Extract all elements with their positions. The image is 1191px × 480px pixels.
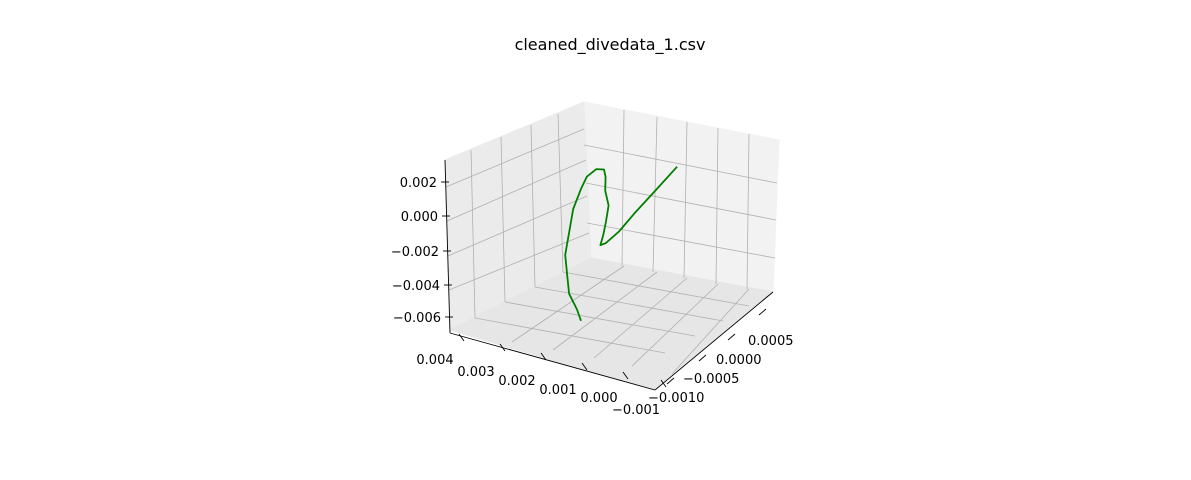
grid-line-side-v-2 bbox=[530, 124, 536, 288]
y-tick-label-0: 0.0005 bbox=[748, 334, 794, 349]
y-tickmark-2 bbox=[698, 354, 707, 362]
grid-line-side-h-1 bbox=[446, 159, 587, 222]
x-axis-line bbox=[449, 332, 656, 391]
z-tick-label-2: −0.002 bbox=[391, 245, 439, 260]
grid-line-back-v-1 bbox=[652, 116, 658, 273]
x-tickmark-1 bbox=[499, 343, 506, 352]
x-tickmark-0 bbox=[458, 333, 465, 342]
grid-line-back-v-2 bbox=[683, 121, 688, 279]
y-tickmark-0 bbox=[758, 308, 767, 316]
grid-line-floor-a-0 bbox=[474, 317, 666, 354]
y-tickmark-3 bbox=[666, 377, 675, 385]
grid-line-side-h-0 bbox=[445, 128, 585, 188]
x-tick-label-3: 0.001 bbox=[539, 383, 576, 398]
grid-line-floor-b-0 bbox=[511, 265, 625, 343]
x-tickmark-3 bbox=[581, 362, 588, 371]
tick-labels: 0.002 0.000 −0.002 −0.004 −0.006 0.004 0.003 0.… bbox=[391, 176, 794, 418]
grid-lines bbox=[445, 109, 778, 375]
series-line-0 bbox=[564, 166, 678, 322]
grid-line-side-h-2 bbox=[447, 195, 588, 257]
series-layer bbox=[564, 166, 678, 322]
grid-line-back-v-4 bbox=[746, 133, 750, 290]
x-tickmark-4 bbox=[622, 371, 629, 380]
grid-line-floor-a-1 bbox=[504, 301, 696, 337]
z-axis-line bbox=[444, 159, 451, 334]
chart-title: cleaned_divedata_1.csv bbox=[515, 35, 706, 55]
grid-line-back-h-0 bbox=[583, 144, 778, 184]
y-tickmark-1 bbox=[727, 333, 736, 341]
grid-line-floor-a-3 bbox=[562, 271, 750, 307]
y-tick-label-2: −0.0005 bbox=[683, 372, 739, 387]
x-tick-label-0: 0.004 bbox=[416, 353, 453, 368]
y-tick-label-1: 0.0000 bbox=[716, 353, 762, 368]
y-tick-label-3: −0.0010 bbox=[648, 391, 704, 406]
z-tick-label-4: −0.006 bbox=[393, 311, 441, 326]
x-tickmark-5 bbox=[660, 379, 667, 388]
grid-line-floor-b-1 bbox=[552, 271, 658, 351]
x-tickmark-2 bbox=[540, 352, 547, 361]
axes bbox=[441, 159, 774, 391]
grid-line-back-v-3 bbox=[715, 127, 719, 285]
x-tick-label-2: 0.002 bbox=[498, 374, 535, 389]
grid-line-floor-a-2 bbox=[534, 286, 724, 322]
grid-line-floor-b-3 bbox=[631, 283, 719, 367]
z-tick-label-1: 0.000 bbox=[401, 210, 438, 225]
plot-panes bbox=[444, 101, 780, 391]
grid-line-side-v-0 bbox=[470, 149, 476, 319]
z-tick-label-3: −0.004 bbox=[392, 279, 440, 294]
grid-line-back-h-2 bbox=[586, 222, 776, 259]
grid-line-side-v-3 bbox=[557, 113, 564, 273]
grid-line-back-h-1 bbox=[585, 182, 777, 221]
grid-line-floor-b-4 bbox=[671, 288, 750, 375]
y-axis-line bbox=[654, 291, 774, 391]
z-tick-label-0: 0.002 bbox=[400, 176, 437, 191]
x-tick-label-4: 0.000 bbox=[580, 391, 617, 406]
grid-line-side-h-3 bbox=[448, 232, 590, 291]
x-tick-label-1: 0.003 bbox=[457, 365, 494, 380]
grid-line-floor-b-2 bbox=[593, 277, 688, 359]
grid-line-back-v-0 bbox=[621, 109, 625, 267]
x-tick-label-5: −0.001 bbox=[612, 403, 660, 418]
grid-line-side-v-1 bbox=[500, 136, 506, 303]
